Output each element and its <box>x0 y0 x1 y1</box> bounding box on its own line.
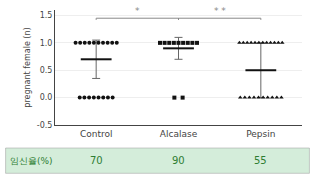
svg-text:0.0: 0.0 <box>40 93 53 102</box>
svg-text:-0.5: -0.5 <box>37 121 53 130</box>
svg-text:Pepsin: Pepsin <box>246 129 275 139</box>
svg-text:1.0: 1.0 <box>40 39 53 48</box>
svg-text:Control: Control <box>80 129 113 139</box>
svg-text:90: 90 <box>172 155 185 166</box>
svg-text:70: 70 <box>90 155 103 166</box>
svg-text:임신율(%): 임신율(%) <box>10 156 53 166</box>
svg-text:55: 55 <box>254 155 267 166</box>
svg-text:*: * <box>135 6 140 16</box>
svg-text:1.5: 1.5 <box>40 11 53 20</box>
svg-text:Alcalase: Alcalase <box>160 129 198 139</box>
svg-text:0.5: 0.5 <box>40 66 53 75</box>
svg-text:* *: * * <box>214 6 226 16</box>
svg-text:pregnant female (n): pregnant female (n) <box>23 27 32 107</box>
